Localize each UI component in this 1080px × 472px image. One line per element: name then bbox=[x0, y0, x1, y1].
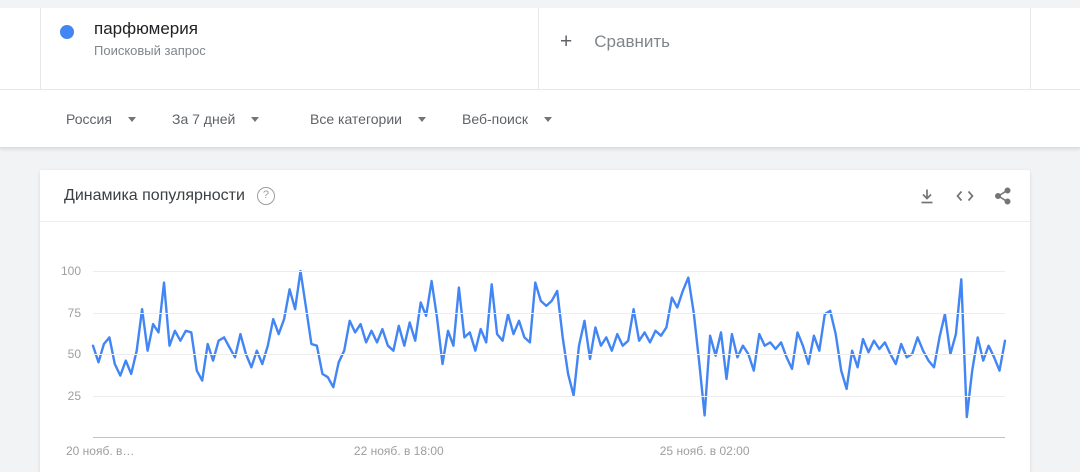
add-comparison-button[interactable]: + Сравнить bbox=[560, 30, 670, 54]
x-tick-label: 25 нояб. в 02:00 bbox=[659, 444, 750, 458]
query-type-label: Поисковый запрос bbox=[94, 43, 206, 58]
plus-icon: + bbox=[560, 30, 573, 53]
filter-time-dropdown[interactable]: За 7 дней bbox=[172, 90, 260, 148]
chevron-down-icon bbox=[127, 116, 136, 122]
filter-search-type-label: Веб-поиск bbox=[462, 111, 528, 127]
y-axis-labels: 25 50 75 100 bbox=[40, 258, 87, 437]
share-icon[interactable] bbox=[992, 185, 1014, 207]
query-band: парфюмерия Поисковый запрос + Сравнить bbox=[0, 8, 1080, 90]
filter-category-label: Все категории bbox=[310, 111, 402, 127]
filter-category-dropdown[interactable]: Все категории bbox=[310, 90, 426, 148]
trend-plot[interactable]: 20 нояб. в… 22 нояб. в 18:00 25 нояб. в 02… bbox=[66, 258, 1007, 458]
embed-icon[interactable] bbox=[954, 185, 976, 207]
filter-region-dropdown[interactable]: Россия bbox=[66, 90, 136, 148]
gridline bbox=[93, 271, 1005, 272]
series-color-dot-icon bbox=[60, 25, 74, 39]
query-chip[interactable]: парфюмерия Поисковый запрос bbox=[60, 18, 206, 58]
filter-time-label: За 7 дней bbox=[172, 111, 236, 127]
x-tick-label: 22 нояб. в 18:00 bbox=[353, 444, 444, 458]
card-title: Динамика популярности bbox=[64, 186, 245, 204]
download-icon[interactable] bbox=[916, 185, 938, 207]
filter-region-label: Россия bbox=[66, 111, 112, 127]
chevron-down-icon bbox=[543, 116, 552, 122]
y-tick-label: 75 bbox=[67, 305, 81, 320]
trend-line bbox=[91, 269, 1007, 419]
filter-bar: Россия За 7 дней Все категории Веб-поиск bbox=[0, 90, 1080, 148]
divider bbox=[40, 8, 41, 90]
query-term: парфюмерия bbox=[94, 19, 198, 38]
compare-label: Сравнить bbox=[594, 32, 671, 51]
x-tick-label: 20 нояб. в… bbox=[66, 444, 135, 458]
divider bbox=[538, 8, 539, 90]
chevron-down-icon bbox=[251, 116, 260, 122]
y-tick-label: 100 bbox=[60, 264, 81, 278]
interest-over-time-card: Динамика популярности ? bbox=[40, 170, 1030, 472]
gridline bbox=[93, 395, 1005, 397]
divider bbox=[1030, 8, 1031, 90]
help-icon[interactable]: ? bbox=[256, 186, 275, 205]
y-tick-label: 50 bbox=[67, 347, 81, 361]
gridline bbox=[93, 312, 1005, 314]
trend-chart-svg bbox=[91, 269, 1007, 419]
y-tick-label: 25 bbox=[67, 388, 81, 403]
card-header: Динамика популярности ? bbox=[40, 170, 1030, 222]
gridline bbox=[93, 354, 1005, 355]
filter-search-type-dropdown[interactable]: Веб-поиск bbox=[462, 90, 552, 148]
card-toolbar bbox=[916, 170, 1014, 222]
chevron-down-icon bbox=[417, 116, 426, 122]
x-axis-line bbox=[93, 437, 1005, 438]
